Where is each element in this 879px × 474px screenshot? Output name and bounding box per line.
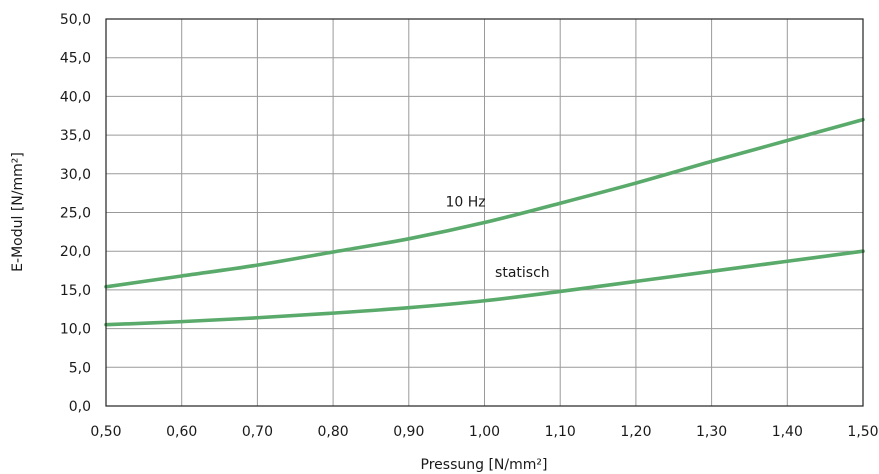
y-tick-label: 20,0 (60, 244, 91, 260)
grid (105, 18, 864, 407)
series-label-0: 10 Hz (446, 195, 486, 211)
series-group (104, 117, 865, 327)
x-tick-label: 1,30 (696, 424, 727, 440)
y-tick-label: 35,0 (60, 128, 91, 144)
series-labels: 10 Hz statisch (446, 195, 550, 281)
y-tick-label: 25,0 (60, 206, 91, 222)
x-tick-label: 0,70 (242, 424, 273, 440)
x-tick-label: 1,10 (545, 424, 576, 440)
x-tick-label: 1,40 (772, 424, 803, 440)
x-tick-label: 1,50 (847, 424, 878, 440)
y-tick-label: 40,0 (60, 89, 91, 105)
plot-frame (105, 18, 864, 407)
x-tick-label: 0,50 (90, 424, 121, 440)
x-tick-label: 1,00 (469, 424, 500, 440)
y-tick-label: 30,0 (60, 167, 91, 183)
series-line-1 (104, 249, 865, 327)
x-tick-label: 0,60 (166, 424, 197, 440)
x-axis-title: Pressung [N/mm²] (421, 457, 548, 473)
y-tick-label: 45,0 (60, 51, 91, 67)
tick-labels: 0,50 0,60 0,70 0,80 0,90 1,00 1,10 1,20 1,30 1,40… (60, 12, 879, 440)
x-tick-label: 1,20 (620, 424, 651, 440)
y-tick-label: 50,0 (60, 12, 91, 28)
x-tick-label: 0,80 (318, 424, 349, 440)
y-tick-label: 0,0 (69, 399, 91, 415)
y-axis-title: E-Modul [N/mm²] (10, 152, 26, 272)
series-label-1: statisch (495, 265, 550, 281)
series-line-0 (104, 117, 865, 289)
y-tick-label: 15,0 (60, 283, 91, 299)
y-tick-label: 5,0 (69, 360, 91, 376)
x-tick-label: 0,90 (393, 424, 424, 440)
y-tick-label: 10,0 (60, 322, 91, 338)
